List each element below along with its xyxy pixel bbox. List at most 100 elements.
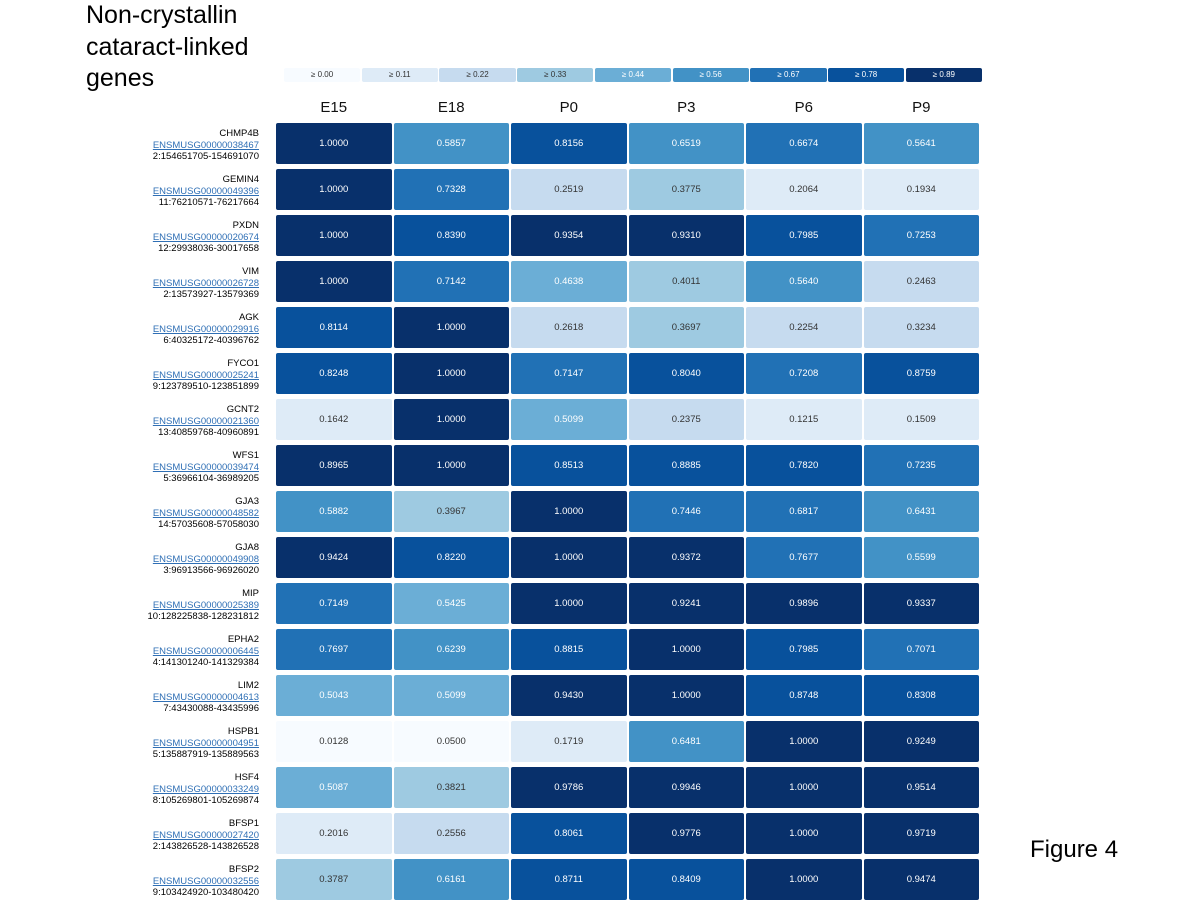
- legend-bin: ≥ 0.22: [439, 68, 516, 82]
- legend-bin: ≥ 0.56: [672, 68, 749, 82]
- ensembl-link[interactable]: ENSMUSG00000048582: [152, 507, 259, 519]
- column-header: E15: [320, 99, 348, 116]
- heatmap-cell: 0.8156: [511, 123, 627, 164]
- heatmap-cell: 0.7235: [863, 445, 979, 486]
- heatmap-cell: 0.6817: [746, 491, 862, 532]
- ensembl-link[interactable]: ENSMUSG00000020674: [152, 231, 259, 243]
- genomic-locus: 11:76210571-76217664: [158, 197, 259, 208]
- heatmap-cell: 0.7985: [746, 215, 862, 256]
- ensembl-link[interactable]: ENSMUSG00000006445: [152, 645, 259, 657]
- heatmap-cell: 0.3234: [863, 307, 979, 348]
- heatmap-cell: 0.9354: [511, 215, 627, 256]
- ensembl-link[interactable]: ENSMUSG00000025389: [152, 599, 259, 611]
- genomic-locus: 5:135887919-135889563: [152, 749, 259, 760]
- row-label: EPHA2 ENSMUSG00000006445 4:141301240-14132…: [110, 634, 259, 669]
- gene-symbol: MIP: [242, 588, 259, 599]
- heatmap-cell: 0.1509: [863, 399, 979, 440]
- ensembl-link[interactable]: ENSMUSG00000004613: [152, 691, 259, 703]
- heatmap-cell: 0.7208: [746, 353, 862, 394]
- heatmap-cell: 0.9241: [628, 583, 744, 624]
- ensembl-link[interactable]: ENSMUSG00000025241: [152, 369, 259, 381]
- title-line-2: cataract-linked: [86, 32, 249, 61]
- ensembl-link[interactable]: ENSMUSG00000029916: [152, 323, 259, 335]
- heatmap-cell: 0.8409: [628, 859, 744, 900]
- heatmap-cell: 1.0000: [628, 629, 744, 670]
- heatmap-cell: 0.7142: [393, 261, 509, 302]
- legend-bin: ≥ 0.00: [284, 68, 361, 82]
- heatmap-cell: 0.1215: [746, 399, 862, 440]
- row-label: PXDN ENSMUSG00000020674 12:29938036-300176…: [110, 220, 259, 255]
- ensembl-link[interactable]: ENSMUSG00000049396: [152, 185, 259, 197]
- ensembl-link[interactable]: ENSMUSG00000027420: [152, 829, 259, 841]
- ensembl-link[interactable]: ENSMUSG00000033249: [152, 783, 259, 795]
- heatmap-cell: 0.9946: [628, 767, 744, 808]
- heatmap-cell: 0.5882: [276, 491, 392, 532]
- heatmap-cell: 0.9474: [863, 859, 979, 900]
- row-label: GJA8 ENSMUSG00000049908 3:96913566-9692602…: [110, 542, 259, 577]
- heatmap-cell: 0.9372: [628, 537, 744, 578]
- heatmap-cell: 0.1642: [276, 399, 392, 440]
- ensembl-link[interactable]: ENSMUSG00000021360: [152, 415, 259, 427]
- heatmap-cell: 1.0000: [511, 537, 627, 578]
- heatmap-cell: 0.2375: [628, 399, 744, 440]
- heatmap-cell: 0.6481: [628, 721, 744, 762]
- color-legend: ≥ 0.00 ≥ 0.11 ≥ 0.22 ≥ 0.33 ≥ 0.44 ≥ 0.56 ≥ 0.…: [284, 68, 982, 82]
- genomic-locus: 2:154651705-154691070: [152, 151, 259, 162]
- column-header: P6: [794, 99, 813, 116]
- heatmap-cell: 0.8815: [511, 629, 627, 670]
- legend-bin: ≥ 0.33: [517, 68, 594, 82]
- heatmap-cell: 0.5425: [393, 583, 509, 624]
- genomic-locus: 3:96913566-96926020: [163, 565, 259, 576]
- heatmap-cell: 0.3787: [276, 859, 392, 900]
- heatmap-cell: 0.8061: [511, 813, 627, 854]
- genomic-locus: 9:103424920-103480420: [152, 887, 259, 898]
- genomic-locus: 14:57035608-57058030: [158, 519, 259, 530]
- heatmap-cell: 0.5640: [746, 261, 862, 302]
- heatmap-cell: 0.4638: [511, 261, 627, 302]
- ensembl-link[interactable]: ENSMUSG00000032556: [152, 875, 259, 887]
- ensembl-link[interactable]: ENSMUSG00000039474: [152, 461, 259, 473]
- heatmap-cell: 1.0000: [511, 583, 627, 624]
- heatmap-cell: 0.9430: [511, 675, 627, 716]
- heatmap-cell: 0.7697: [276, 629, 392, 670]
- column-header: P0: [559, 99, 578, 116]
- ensembl-link[interactable]: ENSMUSG00000049908: [152, 553, 259, 565]
- heatmap-cell: 0.6519: [628, 123, 744, 164]
- heatmap-cell: 0.9719: [863, 813, 979, 854]
- row-label: MIP ENSMUSG00000025389 10:128225838-128231…: [110, 588, 259, 623]
- ensembl-link[interactable]: ENSMUSG00000038467: [152, 139, 259, 151]
- heatmap-cell: 1.0000: [511, 491, 627, 532]
- genomic-locus: 7:43430088-43435996: [163, 703, 259, 714]
- gene-symbol: EPHA2: [227, 634, 259, 645]
- heatmap-cell: 0.8308: [863, 675, 979, 716]
- heatmap-cell: 0.7147: [511, 353, 627, 394]
- gene-symbol: HSF4: [234, 772, 259, 783]
- row-label: CHMP4B ENSMUSG00000038467 2:154651705-1546…: [110, 128, 259, 163]
- row-label: HSF4 ENSMUSG00000033249 8:105269801-105269…: [110, 772, 259, 807]
- heatmap-cell: 0.9310: [628, 215, 744, 256]
- row-label: LIM2 ENSMUSG00000004613 7:43430088-4343599…: [110, 680, 259, 715]
- heatmap-cell: 0.7820: [746, 445, 862, 486]
- heatmap-cell: 0.4011: [628, 261, 744, 302]
- column-header: P3: [677, 99, 696, 116]
- genomic-locus: 13:40859768-40960891: [158, 427, 259, 438]
- heatmap-cell: 0.7149: [276, 583, 392, 624]
- genomic-locus: 5:36966104-36989205: [163, 473, 259, 484]
- heatmap-cell: 0.7985: [746, 629, 862, 670]
- row-label: WFS1 ENSMUSG00000039474 5:36966104-3698920…: [110, 450, 259, 485]
- heatmap-cell: 0.8711: [511, 859, 627, 900]
- gene-symbol: GJA8: [235, 542, 259, 553]
- heatmap-cell: 0.8220: [393, 537, 509, 578]
- heatmap-cell: 0.3697: [628, 307, 744, 348]
- column-header: E18: [437, 99, 465, 116]
- gene-symbol: FYCO1: [227, 358, 259, 369]
- ensembl-link[interactable]: ENSMUSG00000026728: [152, 277, 259, 289]
- heatmap-cell: 0.9514: [863, 767, 979, 808]
- ensembl-link[interactable]: ENSMUSG00000004951: [152, 737, 259, 749]
- legend-bin: ≥ 0.67: [750, 68, 827, 82]
- legend-bin: ≥ 0.78: [828, 68, 905, 82]
- heatmap-cell: 1.0000: [276, 261, 392, 302]
- heatmap-cell: 0.3967: [393, 491, 509, 532]
- heatmap-cell: 0.1719: [511, 721, 627, 762]
- heatmap-cell: 1.0000: [393, 445, 509, 486]
